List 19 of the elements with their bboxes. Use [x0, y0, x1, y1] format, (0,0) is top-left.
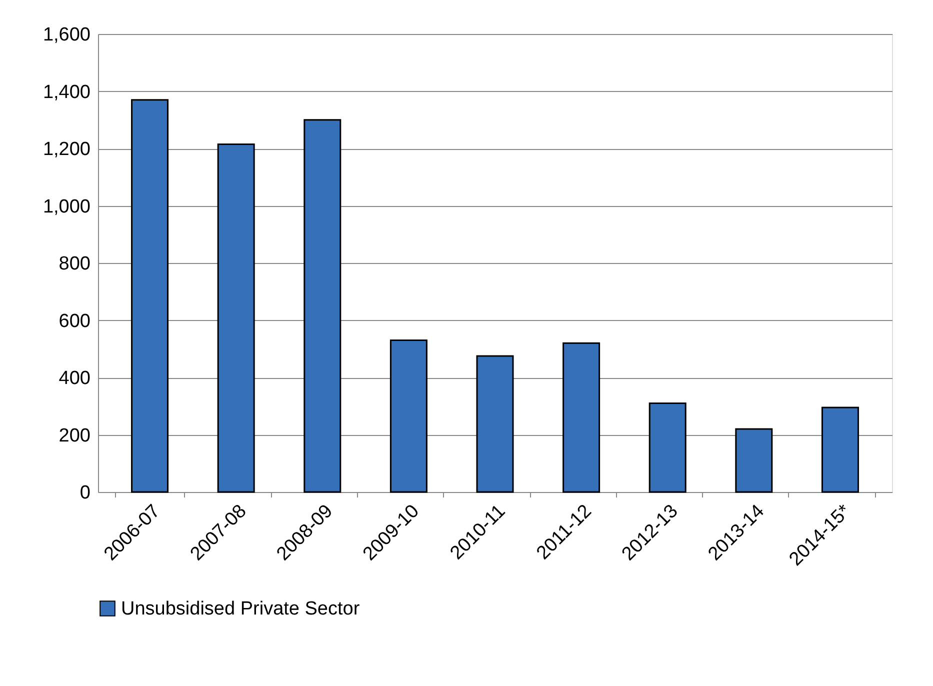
y-tick-label: 1,000 — [42, 196, 90, 218]
bar — [648, 402, 686, 493]
y-tick-label: 800 — [58, 254, 90, 274]
y-tick-label: 1,600 — [42, 24, 90, 46]
y-tick-label: 600 — [58, 310, 90, 332]
y-tick-label: 1,200 — [42, 139, 90, 160]
bar — [562, 342, 600, 493]
y-tick-label: 1,400 — [42, 82, 90, 103]
legend-label: Unsubsidised Private Sector — [121, 598, 360, 620]
bar — [304, 119, 342, 493]
bar — [821, 406, 859, 493]
bar — [217, 143, 255, 493]
bar — [131, 99, 169, 493]
y-tick-label: 0 — [80, 482, 90, 504]
y-tick-label: 200 — [58, 425, 90, 446]
y-tick-label: 400 — [58, 368, 90, 389]
bar — [476, 355, 514, 493]
bar — [390, 340, 428, 493]
bar — [735, 428, 773, 493]
